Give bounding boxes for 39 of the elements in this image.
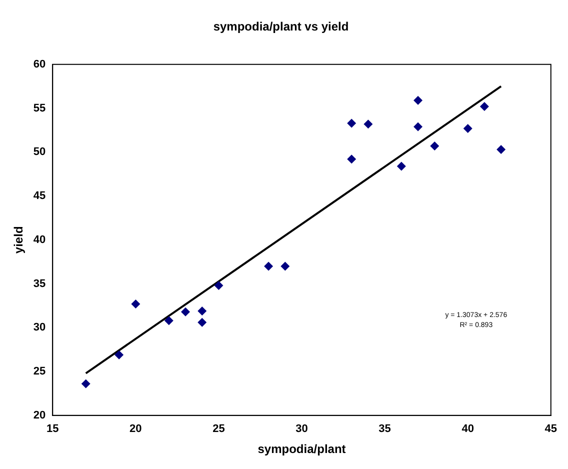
x-tick-label: 45	[544, 423, 558, 436]
point	[430, 142, 440, 151]
y-tick-label: 35	[33, 278, 46, 290]
point	[164, 316, 174, 326]
point	[347, 118, 356, 128]
point	[347, 154, 356, 164]
y-tick-label: 60	[33, 58, 46, 70]
point	[480, 102, 489, 112]
y-tick-label: 25	[33, 366, 46, 378]
point	[463, 124, 472, 133]
y-tick-label: 20	[33, 409, 46, 422]
point	[396, 162, 406, 171]
x-axis-title: sympodia/plant	[258, 442, 346, 456]
point	[181, 307, 190, 316]
y-tick-label: 45	[33, 190, 46, 202]
y-tick-label: 50	[33, 146, 46, 158]
point	[81, 379, 90, 388]
point	[131, 299, 140, 308]
x-tick-label: 35	[378, 423, 391, 436]
y-tick-label: 30	[33, 322, 46, 334]
point	[280, 262, 290, 271]
x-tick-label: 30	[296, 423, 308, 436]
x-tick-label: 15	[46, 423, 59, 436]
y-tick-label: 40	[33, 234, 46, 246]
y-tick-label: 55	[33, 102, 46, 114]
point	[214, 281, 224, 290]
x-tick-label: 40	[462, 423, 474, 436]
point	[414, 122, 423, 132]
point	[198, 318, 207, 327]
point	[198, 306, 207, 316]
point	[414, 96, 423, 105]
y-axis-title: yield	[12, 226, 26, 254]
chart-title: sympodia/plant vs yield	[213, 20, 349, 34]
point	[496, 145, 506, 154]
point	[114, 350, 124, 360]
point	[264, 262, 274, 271]
point	[364, 120, 373, 129]
x-tick-label: 20	[130, 423, 142, 436]
x-tick-label: 25	[212, 423, 225, 436]
